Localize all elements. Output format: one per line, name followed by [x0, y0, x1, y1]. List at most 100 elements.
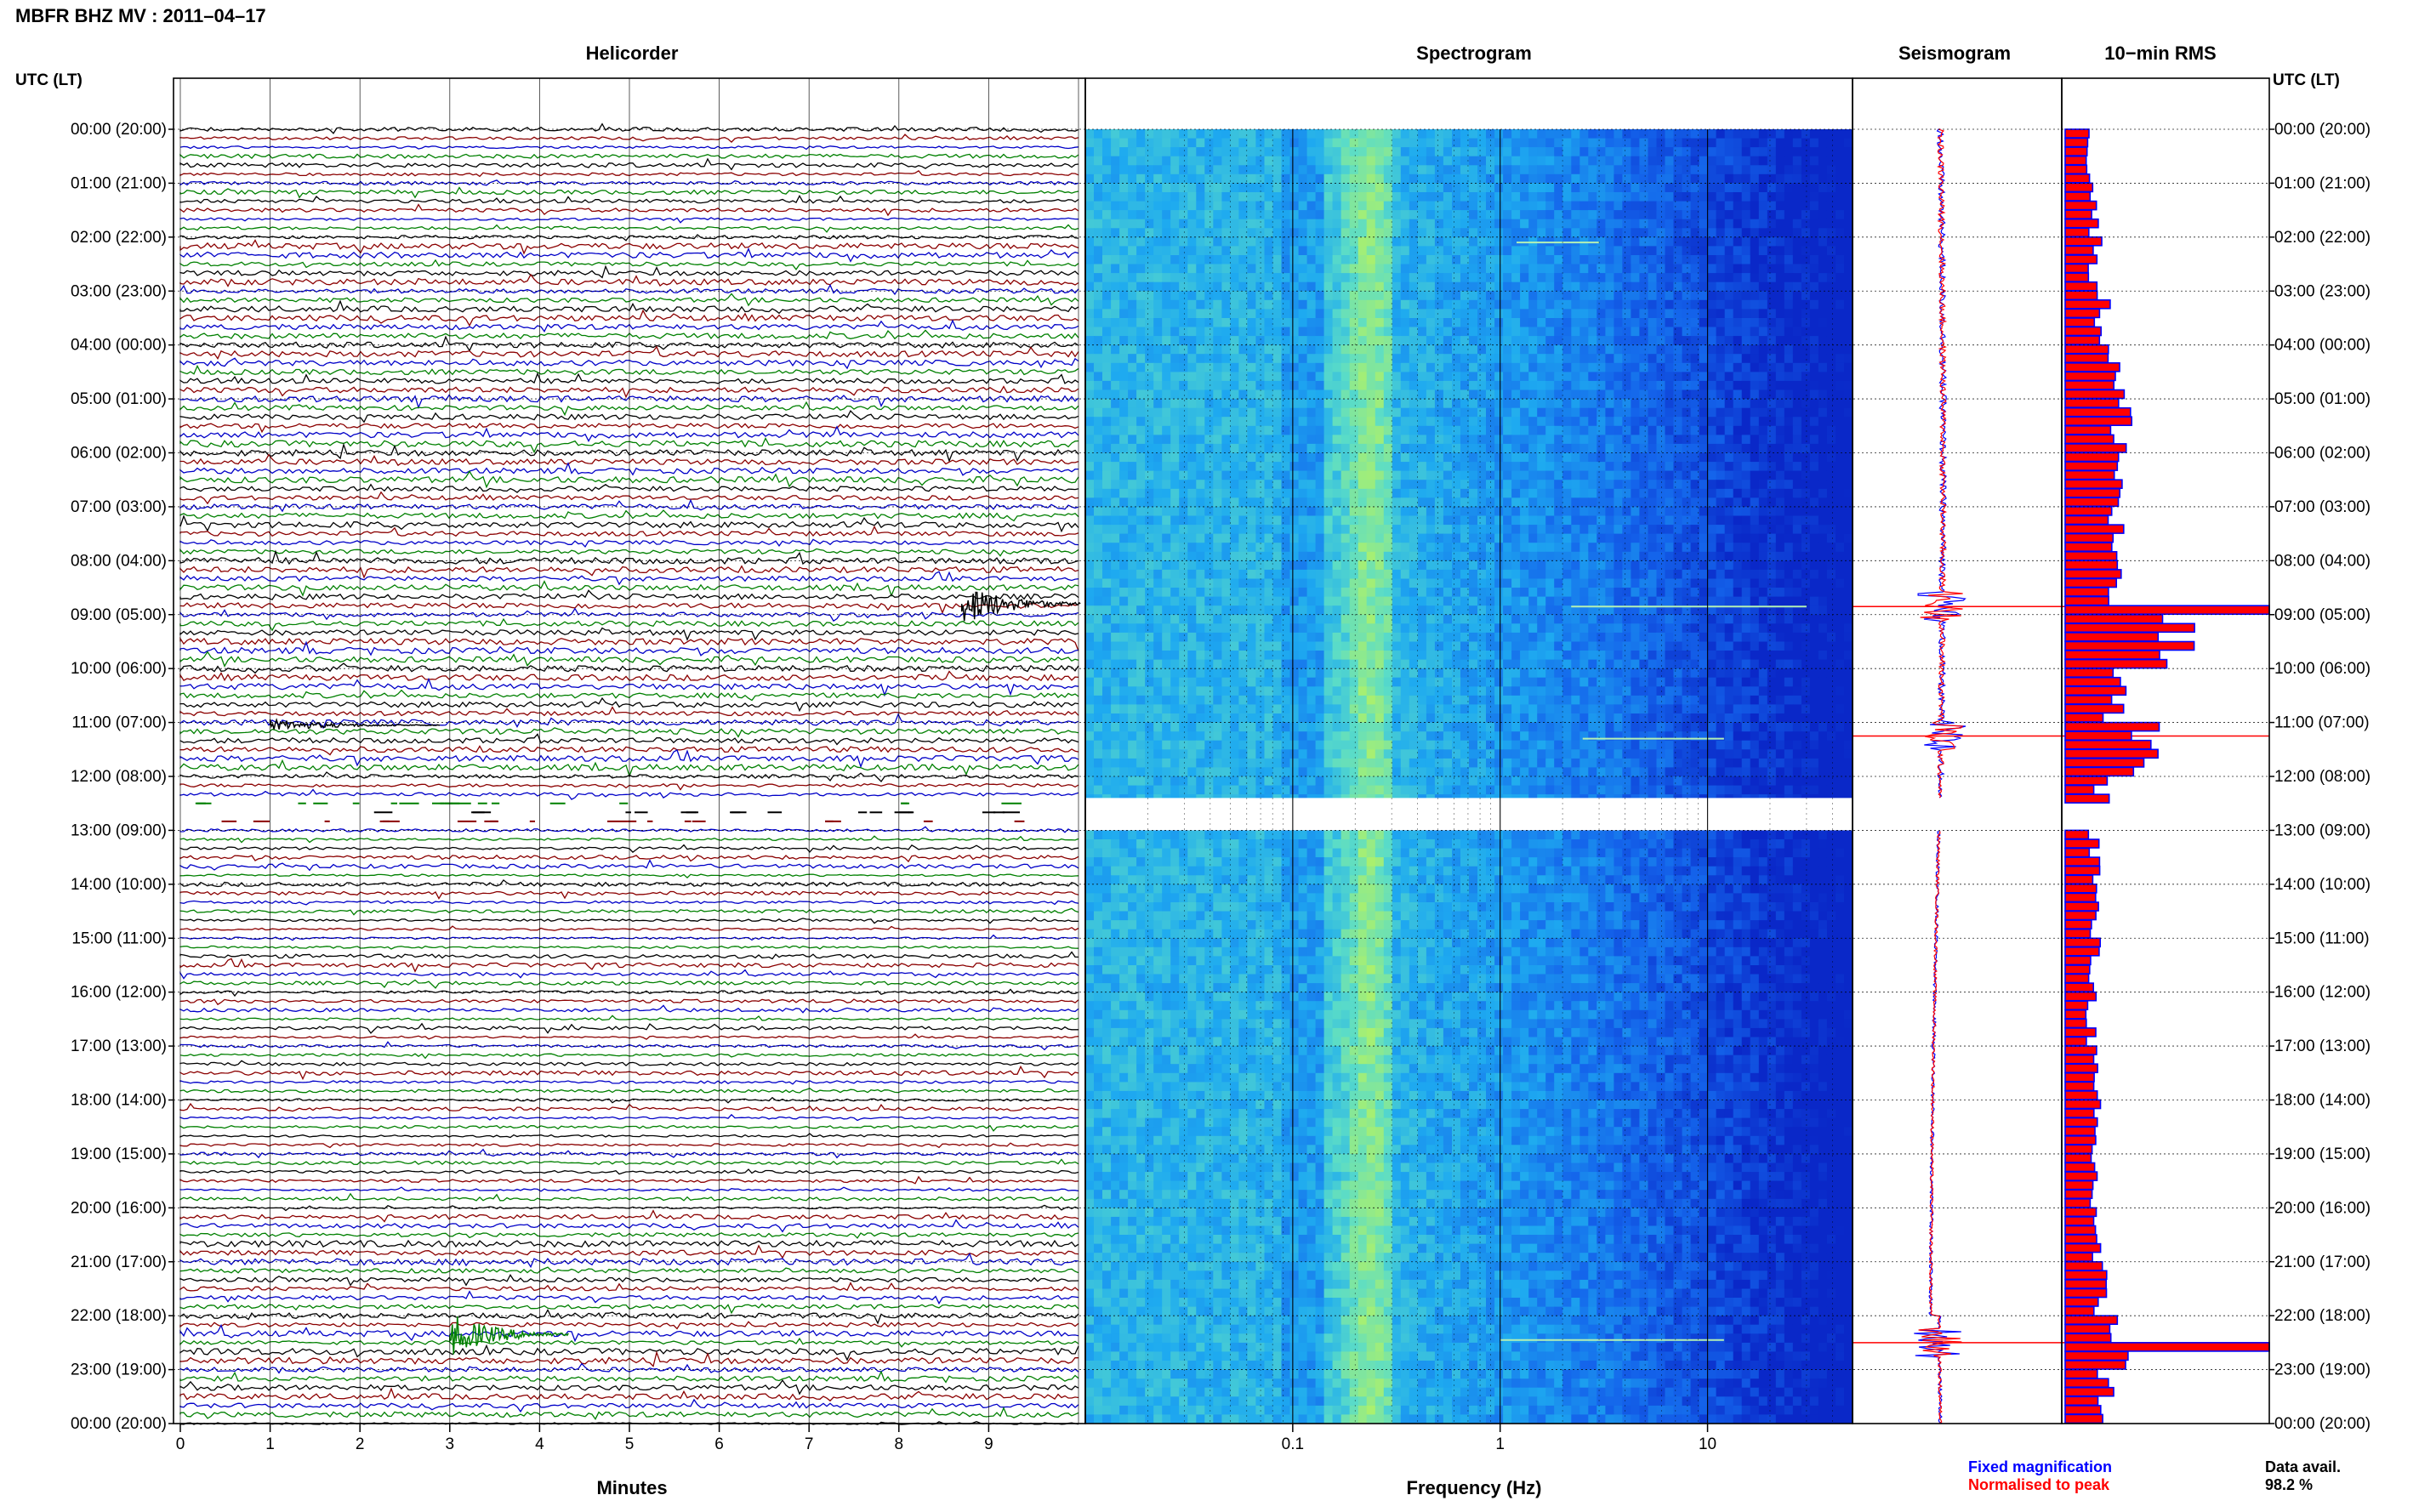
spectrogram-cell — [1443, 246, 1453, 256]
spectrogram-cell — [1716, 291, 1726, 301]
spectrogram-cell — [1511, 399, 1521, 409]
spectrogram-cell — [1170, 525, 1180, 535]
spectrogram-cell — [1221, 497, 1231, 508]
spectrogram-cell — [1511, 480, 1521, 490]
spectrogram-cell — [1434, 525, 1444, 535]
spectrogram-cell — [1528, 443, 1538, 453]
spectrogram-cell — [1230, 173, 1239, 184]
spectrogram-cell — [1511, 264, 1521, 274]
spectrogram-cell — [1588, 480, 1597, 490]
spectrogram-cell — [1597, 443, 1606, 453]
spectrogram-cell — [1844, 362, 1853, 372]
spectrogram-cell — [1128, 488, 1137, 498]
spectrogram-cell — [1826, 183, 1836, 193]
spectrogram-cell — [1094, 219, 1103, 229]
spectrogram-cell — [1102, 327, 1112, 337]
spectrogram-cell — [1639, 515, 1648, 526]
helicorder-trace — [179, 1168, 1079, 1175]
spectrogram-cell — [1272, 273, 1283, 283]
spectrogram-cell — [1323, 497, 1334, 508]
spectrogram-cell — [1562, 299, 1572, 310]
spectrogram-cell — [1247, 228, 1256, 238]
spectrogram-cell — [1724, 299, 1734, 310]
spectrogram-cell — [1656, 588, 1666, 597]
spectrogram-cell — [1238, 336, 1248, 346]
spectrogram-cell — [1196, 318, 1205, 327]
spectrogram-cell — [1323, 219, 1334, 229]
spectrogram-cell — [1204, 588, 1214, 597]
spectrogram-cell — [1724, 281, 1734, 292]
spectrogram-cell — [1699, 344, 1709, 355]
spectrogram-cell — [1716, 488, 1726, 498]
spectrogram-cell — [1775, 173, 1785, 184]
spectrogram-cell — [1119, 354, 1129, 364]
spectrogram-cell — [1400, 255, 1410, 264]
spectrogram-cell — [1571, 399, 1580, 409]
helicorder-trace — [179, 491, 1079, 505]
spectrogram-cell — [1699, 210, 1709, 220]
spectrogram-cell — [1145, 344, 1154, 355]
spectrogram-cell — [1409, 560, 1419, 571]
spectrogram-cell — [1809, 354, 1819, 364]
spectrogram-cell — [1213, 273, 1222, 283]
spectrogram-cell — [1102, 336, 1112, 346]
spectrogram-cell — [1716, 264, 1726, 274]
spectrogram-cell — [1767, 273, 1777, 283]
spectrogram-cell — [1409, 309, 1419, 319]
spectrogram-cell — [1486, 506, 1495, 516]
spectrogram-cell — [1775, 219, 1785, 229]
spectrogram-cell — [1170, 515, 1180, 526]
spectrogram-cell — [1213, 210, 1222, 220]
spectrogram-cell — [1392, 362, 1402, 372]
spectrogram-cell — [1400, 452, 1410, 463]
spectrogram-cell — [1392, 596, 1402, 606]
spectrogram-cell — [1750, 147, 1760, 157]
helicorder-trace — [179, 319, 1079, 333]
spectrogram-cell — [1503, 506, 1512, 516]
spectrogram-cell — [1434, 452, 1444, 463]
spectrogram-cell — [1204, 497, 1214, 508]
spectrogram-cell — [1094, 515, 1103, 526]
spectrogram-cell — [1469, 281, 1478, 292]
spectrogram-cell — [1460, 173, 1470, 184]
spectrogram-cell — [1085, 129, 1095, 139]
spectrogram-cell — [1323, 327, 1334, 337]
spectrogram-cell — [1792, 497, 1802, 508]
spectrogram-cell — [1836, 192, 1845, 202]
spectrogram-cell — [1170, 246, 1180, 256]
spectrogram-cell — [1145, 569, 1154, 579]
spectrogram-cell — [1597, 210, 1606, 220]
spectrogram-cell — [1707, 497, 1717, 508]
spectrogram-cell — [1289, 578, 1300, 588]
spectrogram-cell — [1809, 344, 1819, 355]
spectrogram-cell — [1699, 236, 1709, 247]
spectrogram-cell — [1801, 336, 1811, 346]
spectrogram-cell — [1443, 291, 1453, 301]
spectrogram-cell — [1255, 551, 1265, 561]
spectrogram-cell — [1784, 173, 1794, 184]
spectrogram-cell — [1716, 588, 1726, 597]
spectrogram-cell — [1648, 588, 1658, 597]
spectrogram-cell — [1758, 488, 1768, 498]
spectrogram-cell — [1332, 138, 1342, 148]
spectrogram-cell — [1554, 246, 1563, 256]
spectrogram-cell — [1315, 183, 1325, 193]
spectrogram-cell — [1340, 389, 1351, 400]
spectrogram-cell — [1417, 173, 1427, 184]
spectrogram-cell — [1622, 506, 1631, 516]
spectrogram-cell — [1170, 435, 1180, 445]
spectrogram-cell — [1673, 309, 1683, 319]
spectrogram-cell — [1503, 543, 1512, 553]
spectrogram-cell — [1332, 569, 1342, 579]
spectrogram-cell — [1375, 380, 1385, 390]
spectrogram-cell — [1682, 533, 1692, 543]
spectrogram-cell — [1614, 543, 1623, 553]
spectrogram-cell — [1639, 309, 1648, 319]
spectrogram-cell — [1426, 228, 1436, 238]
spectrogram-cell — [1392, 165, 1402, 175]
spectrogram-cell — [1690, 173, 1700, 184]
spectrogram-cell — [1264, 354, 1274, 364]
spectrogram-cell — [1775, 525, 1785, 535]
spectrogram-cell — [1323, 299, 1334, 310]
spectrogram-cell — [1469, 525, 1478, 535]
